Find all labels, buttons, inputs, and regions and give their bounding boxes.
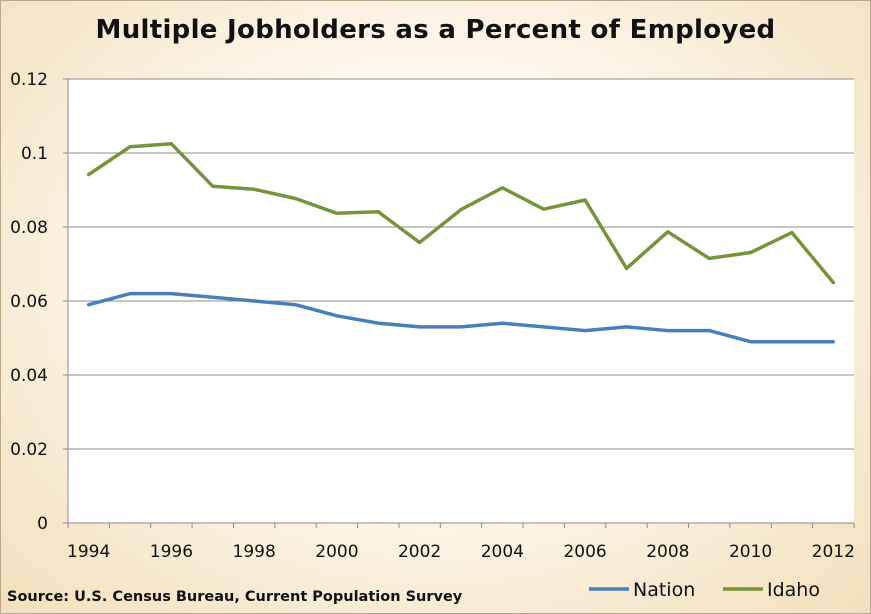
data-point-nation (707, 329, 711, 333)
data-point-idaho (211, 184, 215, 188)
y-tick-label: 0.02 (10, 440, 48, 460)
data-point-idaho (376, 210, 380, 214)
data-point-nation (749, 340, 753, 344)
y-tick-label: 0.04 (10, 366, 48, 386)
x-tick-label: 2006 (563, 542, 606, 562)
data-point-nation (376, 321, 380, 325)
data-point-nation (625, 325, 628, 329)
data-point-nation (500, 321, 504, 325)
data-point-nation (666, 329, 670, 333)
data-point-idaho (749, 251, 753, 254)
data-point-idaho (418, 241, 422, 244)
data-point-idaho (583, 198, 587, 202)
legend-label-nation: Nation (633, 579, 695, 601)
x-tick-label: 1998 (233, 542, 276, 562)
data-point-idaho (252, 187, 256, 191)
source-note: Source: U.S. Census Bureau, Current Popu… (7, 589, 463, 605)
y-tick-label: 0.1 (21, 144, 48, 164)
data-point-nation (169, 292, 173, 296)
x-tick-label: 2000 (315, 542, 358, 562)
data-point-idaho (87, 173, 91, 176)
data-point-idaho (707, 256, 711, 260)
data-point-nation (583, 329, 587, 333)
x-tick-label: 2008 (646, 542, 689, 562)
chart-title: Multiple Jobholders as a Percent of Empl… (95, 15, 776, 45)
data-point-nation (211, 295, 215, 299)
data-point-nation (790, 340, 794, 344)
x-tick-label: 1996 (150, 542, 193, 562)
x-tick-label: 2012 (812, 542, 855, 562)
data-point-nation (459, 325, 463, 329)
data-point-nation (252, 299, 256, 303)
data-point-idaho (666, 230, 670, 234)
y-tick-label: 0.06 (10, 292, 48, 312)
legend-label-idaho: Idaho (767, 579, 820, 601)
data-point-nation (418, 325, 422, 329)
x-tick-label: 1994 (67, 542, 110, 562)
data-point-idaho (542, 207, 546, 211)
data-point-idaho (625, 266, 628, 270)
data-point-nation (831, 340, 835, 344)
y-tick-label: 0 (37, 514, 48, 534)
x-tick-label: 2002 (398, 542, 441, 562)
data-point-nation (128, 292, 132, 296)
data-point-idaho (294, 197, 297, 200)
data-point-nation (294, 303, 297, 307)
data-point-idaho (169, 142, 173, 146)
data-point-nation (542, 325, 546, 329)
data-point-nation (335, 314, 339, 318)
data-point-idaho (831, 281, 835, 284)
x-tick-label: 2010 (729, 542, 772, 562)
data-point-idaho (500, 186, 504, 190)
data-point-idaho (335, 211, 339, 215)
y-tick-label: 0.12 (10, 70, 48, 90)
x-tick-label: 2004 (481, 542, 524, 562)
data-point-idaho (790, 231, 794, 235)
y-tick-label: 0.08 (10, 218, 48, 238)
data-point-idaho (459, 208, 463, 212)
data-point-idaho (128, 145, 132, 149)
data-point-nation (87, 303, 91, 307)
